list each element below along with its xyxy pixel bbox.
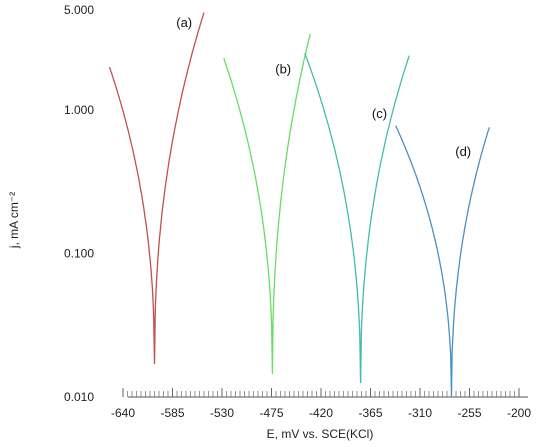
x-tick-label: -585 [160,406,184,420]
y-tick-label: 0.010 [64,390,94,404]
x-tick-label: -530 [210,406,234,420]
x-tick-label: -310 [408,406,432,420]
series-label-d: (d) [455,144,471,159]
curve-labels: (a) (b) (c) (d) [176,15,471,159]
axes: -640 -585 -530 -475 -420 -365 -310 -255 -200 0.0… [64,3,531,420]
y-tick-label: 1.000 [64,103,94,117]
x-minor-ticks [122,388,520,397]
series-line-b [223,33,311,374]
x-tick-label: -200 [507,406,531,420]
x-axis-title: E, mV vs. SCE(KCl) [267,427,374,441]
y-tick-labels: 0.010 0.100 1.000 5.000 [64,3,94,404]
y-tick-label: 5.000 [64,3,94,17]
y-tick-label: 0.100 [64,247,94,261]
x-tick-label: -640 [111,406,135,420]
series-line-a [108,12,205,365]
series-label-b: (b) [275,62,291,77]
series-label-c: (c) [372,106,387,121]
x-tick-labels: -640 -585 -530 -475 -420 -365 -310 -255 -200 [111,406,531,420]
x-tick-label: -475 [259,406,283,420]
x-tick-label: -255 [457,406,481,420]
series-label-a: (a) [176,15,192,30]
x-tick-label: -420 [309,406,333,420]
series-line-c [304,52,410,384]
curves [108,12,490,396]
series-line-d [395,125,490,396]
x-tick-label: -365 [358,406,382,420]
y-axis-title: j, mA cm⁻² [7,192,21,249]
